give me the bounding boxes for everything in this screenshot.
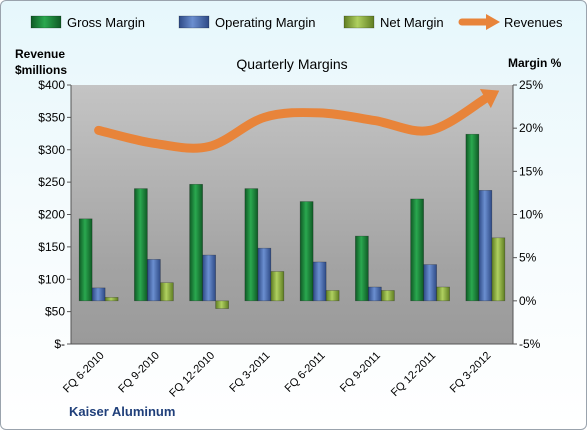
legend-arrow-icon bbox=[486, 14, 500, 30]
legend-label: Revenues bbox=[504, 15, 563, 30]
bar-gross-margin bbox=[410, 198, 424, 302]
bar-net-margin bbox=[491, 237, 506, 302]
bar-gross-margin bbox=[134, 188, 148, 302]
legend-label: Gross Margin bbox=[67, 15, 145, 30]
right-axis-tick-label: 10% bbox=[519, 208, 543, 222]
legend-label: Net Margin bbox=[380, 15, 444, 30]
legend-label: Operating Margin bbox=[215, 15, 315, 30]
left-axis-tick-label: $150 bbox=[38, 240, 65, 254]
bar-gross-margin bbox=[299, 201, 314, 302]
bar-operating-margin bbox=[91, 287, 106, 302]
left-axis-tick-label: $200 bbox=[38, 208, 65, 222]
revenue-arrowhead bbox=[479, 89, 500, 109]
left-axis-title: Revenue bbox=[15, 47, 65, 61]
bar-net-margin bbox=[325, 290, 340, 302]
bar-net-margin bbox=[160, 282, 174, 302]
bar-operating-margin bbox=[368, 286, 382, 302]
bar-operating-margin bbox=[478, 190, 493, 302]
bar-net-margin bbox=[215, 300, 229, 309]
x-axis-category-label: FQ 9-2011 bbox=[338, 350, 383, 395]
right-axis-tick-label: 15% bbox=[519, 164, 543, 178]
bar-net-margin bbox=[270, 271, 285, 302]
x-axis-category-label: FQ 12-2010 bbox=[167, 350, 217, 400]
chart-title: Quarterly Margins bbox=[236, 56, 347, 72]
x-axis-category-label: FQ 3-2012 bbox=[448, 350, 494, 396]
x-axis-category-label: FQ 6-2010 bbox=[61, 350, 107, 396]
bar-net-margin bbox=[436, 286, 450, 302]
left-axis-tick-label: $100 bbox=[38, 272, 65, 286]
bar-operating-margin bbox=[147, 259, 161, 302]
left-axis-tick-label: $- bbox=[54, 337, 65, 351]
bar-operating-margin bbox=[202, 254, 216, 302]
bar-gross-margin bbox=[355, 235, 369, 302]
bar-gross-margin bbox=[78, 218, 93, 302]
right-axis-tick-label: 20% bbox=[519, 121, 543, 135]
footer-company-name: Kaiser Aluminum bbox=[69, 404, 175, 419]
bar-net-margin bbox=[104, 297, 119, 302]
bar-gross-margin bbox=[244, 188, 259, 302]
left-axis-tick-label: $300 bbox=[38, 143, 65, 157]
left-axis-title: $millions bbox=[15, 63, 67, 77]
x-axis-category-label: FQ 3-2011 bbox=[227, 350, 272, 395]
right-axis-tick-label: 0% bbox=[519, 294, 537, 308]
bar-operating-margin bbox=[423, 264, 437, 302]
x-axis-category-label: FQ 9-2010 bbox=[116, 350, 162, 396]
left-axis-tick-label: $400 bbox=[38, 78, 65, 92]
right-axis-tick-label: -5% bbox=[519, 337, 541, 351]
right-axis-title: Margin % bbox=[508, 56, 562, 70]
bar-net-margin bbox=[381, 290, 395, 302]
legend-swatch-gross-margin bbox=[30, 15, 62, 29]
bar-gross-margin bbox=[189, 183, 203, 302]
right-axis-tick-label: 25% bbox=[519, 78, 543, 92]
x-axis-category-label: FQ 12-2011 bbox=[389, 350, 438, 399]
left-axis-tick-label: $350 bbox=[38, 110, 65, 124]
bar-operating-margin bbox=[312, 261, 327, 302]
revenue-line bbox=[94, 94, 490, 153]
right-axis-tick-label: 5% bbox=[519, 251, 537, 265]
legend-swatch-net-margin bbox=[343, 15, 375, 29]
left-axis-tick-label: $250 bbox=[38, 175, 65, 189]
bar-operating-margin bbox=[257, 247, 272, 302]
x-axis-category-label: FQ 6-2011 bbox=[283, 350, 328, 395]
legend-swatch-operating-margin bbox=[178, 15, 210, 29]
bar-gross-margin bbox=[465, 133, 480, 302]
left-axis-tick-label: $50 bbox=[45, 305, 65, 319]
